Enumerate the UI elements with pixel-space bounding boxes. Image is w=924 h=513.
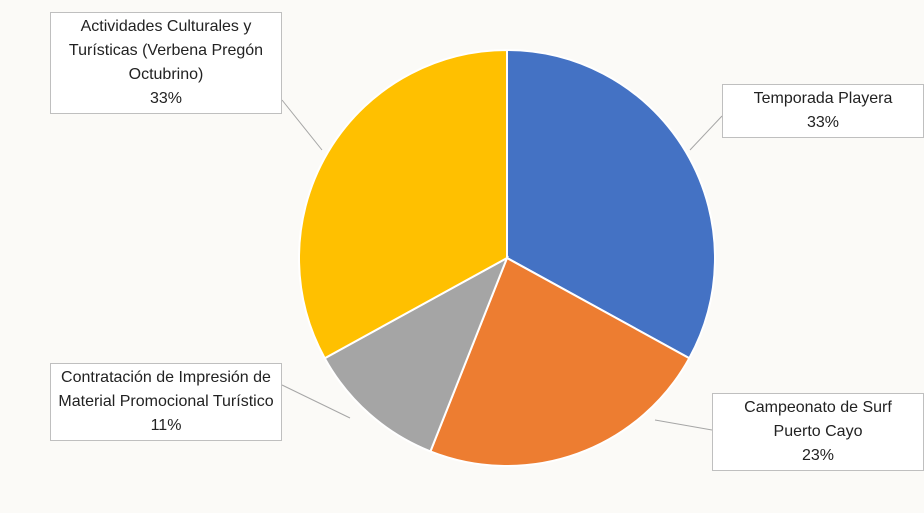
leader-line [281,99,323,151]
pie-slice [298,48,508,360]
value-label: 23% [801,447,835,464]
data-label: Contratación de Impresión de Material Pr… [50,363,282,441]
value-label: 33% [806,114,840,131]
pie-slice [506,48,716,360]
value-label: 11% [150,417,182,434]
leader-line [689,115,723,151]
data-label: Campeonato de Surf Puerto Cayo 23% [712,393,924,471]
data-label: Actividades Culturales y Turísticas (Ver… [50,12,282,114]
category-label: Contratación de Impresión de Material Pr… [58,369,274,410]
value-label: 33% [149,90,183,107]
leader-line [281,384,351,419]
data-label: Temporada Playera 33% [722,84,924,138]
category-label: Campeonato de Surf Puerto Cayo [744,399,892,440]
pie-slice [429,256,691,467]
category-label: Actividades Culturales y Turísticas (Ver… [68,18,264,83]
category-label: Temporada Playera [753,90,893,107]
leader-line [654,419,713,431]
pie-slice [323,255,509,453]
